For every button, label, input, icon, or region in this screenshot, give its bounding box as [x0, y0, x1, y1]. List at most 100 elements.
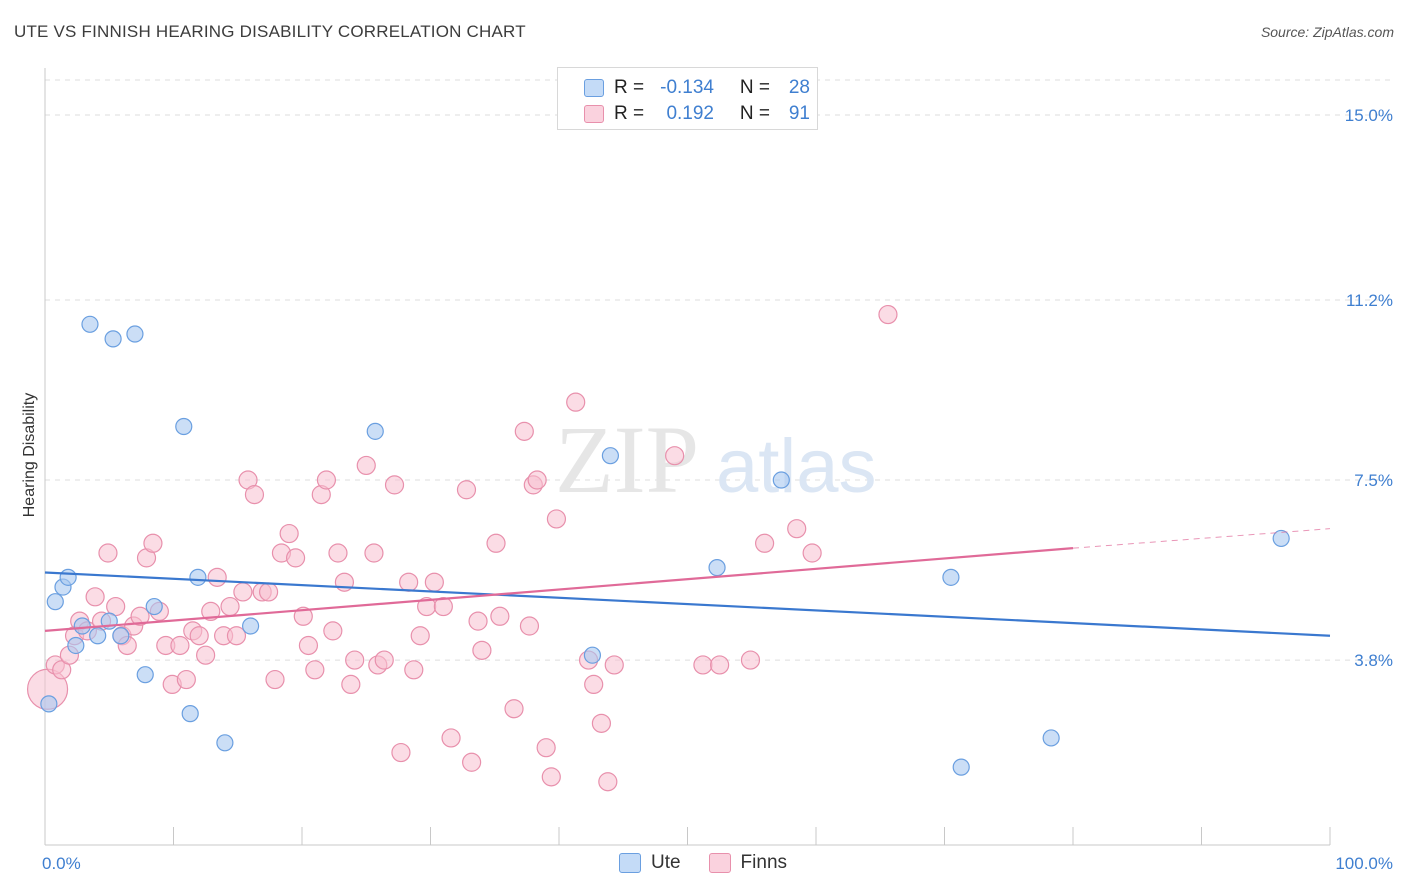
ute-point: [89, 627, 107, 645]
series-legend: Ute Finns: [0, 852, 1406, 874]
finns-point: [285, 548, 306, 568]
finns-trend-extension: [1072, 528, 1331, 549]
ute-point: [583, 646, 602, 664]
chart-title: UTE VS FINNISH HEARING DISABILITY CORREL…: [14, 22, 526, 41]
legend-row-ute: R = -0.134 N = 28: [584, 77, 810, 99]
ute-point: [59, 568, 77, 586]
ute-point: [181, 705, 199, 723]
ute-point: [601, 447, 620, 465]
y-tick-label: 11.2%: [1346, 291, 1393, 310]
finns-point: [293, 606, 313, 626]
ute-point: [772, 471, 790, 489]
finns-point: [374, 650, 394, 670]
finns-point: [201, 601, 221, 622]
legend-r-label: R =: [614, 77, 645, 98]
ute-series: [40, 315, 1290, 776]
ute-point: [46, 593, 64, 611]
ute-point: [81, 315, 99, 333]
finns-point: [305, 660, 325, 680]
y-axis-label: Hearing Disability: [21, 393, 38, 518]
finns-point: [490, 606, 510, 626]
finns-point: [472, 640, 492, 660]
ute-point: [40, 695, 58, 713]
x-tick-label: 100.0%: [1335, 854, 1393, 873]
legend-n-label: N =: [739, 103, 770, 124]
finns-point: [486, 533, 506, 553]
finns-point: [514, 421, 534, 441]
finns-point: [433, 596, 453, 617]
ute-swatch: [618, 853, 641, 873]
finns-point: [220, 596, 240, 617]
finns-point: [456, 480, 477, 500]
y-tick-label: 3.8%: [1354, 651, 1393, 670]
finns-point: [298, 635, 319, 656]
y-tick-label: 15.0%: [1345, 106, 1393, 125]
finns-point: [404, 660, 424, 680]
finns-point: [591, 713, 612, 733]
finns-point: [787, 519, 807, 539]
finns-point: [598, 772, 618, 792]
ute-point: [942, 568, 960, 586]
finns-point: [527, 470, 547, 490]
x-tick-label: 0.0%: [42, 854, 81, 873]
finns-point: [566, 392, 586, 412]
y-tick-label: 7.5%: [1354, 471, 1393, 490]
finns-point: [441, 728, 461, 748]
ute-point: [145, 597, 163, 616]
finns-series: [26, 304, 898, 792]
legend-item-ute[interactable]: Ute: [618, 852, 681, 874]
finns-point: [740, 650, 761, 670]
ute-point: [366, 422, 384, 440]
finns-point: [341, 674, 361, 695]
finns-point: [364, 543, 384, 563]
ute-point: [1272, 529, 1290, 548]
ute-point: [136, 666, 154, 684]
finns-point: [604, 655, 624, 675]
ute-point: [126, 325, 144, 343]
x-tick-labels: 0.0% 100.0%: [42, 854, 1393, 873]
finns-point: [356, 455, 376, 476]
finns-point: [519, 616, 540, 636]
finns-point: [710, 655, 730, 675]
ute-point: [189, 568, 207, 586]
finns-point: [258, 582, 279, 602]
finns-point: [536, 738, 556, 758]
finns-point: [328, 543, 348, 563]
finns-point: [143, 533, 163, 553]
finns-point: [98, 543, 118, 563]
finns-point: [176, 669, 196, 690]
finns-point: [665, 446, 685, 466]
trend-lines: [44, 528, 1331, 637]
finns-point: [130, 606, 150, 626]
finns-point: [170, 635, 190, 656]
legend-n-label: N =: [739, 77, 770, 98]
axes: [44, 68, 1331, 846]
finns-point: [584, 674, 604, 695]
finns-point: [189, 626, 209, 646]
finns-point: [207, 567, 227, 587]
ute-point: [242, 617, 260, 635]
finns-point: [384, 475, 405, 495]
ute-point: [104, 330, 122, 348]
legend-n-value: 28: [788, 77, 810, 98]
ute-point: [73, 617, 91, 635]
legend-label-finns: Finns: [740, 852, 788, 873]
finns-point: [424, 572, 444, 592]
finns-point: [391, 742, 411, 763]
finns-point: [878, 304, 898, 325]
finns-point: [410, 626, 430, 646]
finns-point: [233, 582, 253, 602]
finns-trend-line: [44, 547, 1074, 632]
finns-point: [546, 509, 567, 529]
legend-item-finns[interactable]: Finns: [708, 852, 788, 874]
finns-point: [399, 572, 419, 592]
legend-n-value: 91: [788, 103, 810, 124]
finns-point: [85, 587, 105, 607]
source-label: Source: ZipAtlas.com: [1260, 24, 1394, 40]
finns-point: [468, 611, 488, 631]
finns-point: [196, 645, 216, 665]
finns-swatch: [708, 853, 731, 873]
ute-point: [216, 734, 234, 752]
ute-point: [1042, 729, 1060, 747]
